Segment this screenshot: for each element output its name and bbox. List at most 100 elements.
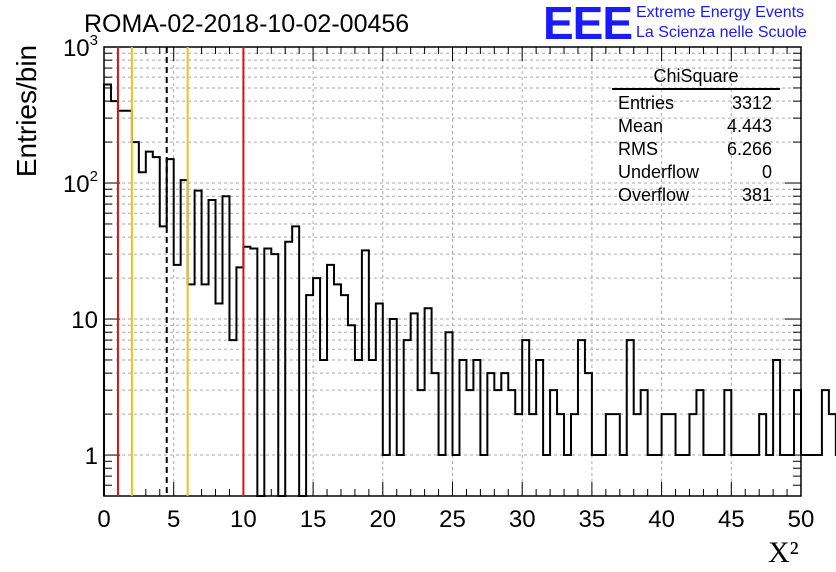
histogram-bin (202, 284, 209, 496)
histogram-bin (717, 455, 724, 496)
histogram-bin (459, 360, 466, 496)
stats-box-title: ChiSquare (612, 66, 780, 90)
histogram-bin (557, 414, 564, 496)
histogram-bin (808, 455, 815, 496)
x-tick-label: 40 (648, 506, 675, 533)
logo-line-2: La Scienza nelle Scuole (636, 24, 807, 41)
histogram-bin (683, 455, 690, 496)
histogram-bin (425, 308, 432, 496)
histogram-bin (118, 111, 125, 496)
histogram-bin (536, 360, 543, 496)
histogram-bin (174, 265, 181, 496)
y-axis-label: Entries/bin (11, 44, 42, 178)
eee-logo: EEE (543, 0, 633, 49)
y-tick-label: 102 (63, 168, 98, 198)
histogram-bin (787, 455, 794, 496)
stats-label: Mean (618, 116, 664, 136)
x-tick-label: 10 (230, 506, 257, 533)
histogram-bin (216, 304, 223, 496)
histogram-bin (243, 247, 250, 496)
histogram-bin (132, 142, 139, 496)
histogram-bin (815, 455, 822, 496)
histogram-bin (362, 250, 369, 496)
x-tick-label: 0 (97, 506, 110, 533)
stats-label: Overflow (618, 185, 690, 205)
histogram-bin (195, 191, 202, 496)
histogram-bin (724, 390, 731, 496)
histogram-bin (613, 414, 620, 496)
histogram-bin (606, 414, 613, 496)
histogram-bin (501, 373, 508, 496)
histogram-bin (550, 390, 557, 496)
histogram-bin (271, 254, 278, 496)
histogram-bin (822, 390, 829, 496)
y-tick-label: 10 (71, 307, 98, 334)
x-tick-label: 5 (167, 506, 180, 533)
histogram-bin (341, 295, 348, 496)
histogram-bin (794, 390, 801, 496)
histogram-bin (620, 455, 627, 496)
histogram-bin (655, 455, 662, 496)
histogram-bin (334, 284, 341, 496)
histogram-bin (188, 284, 195, 496)
histogram-bin (634, 414, 641, 496)
histogram-bin (473, 360, 480, 496)
histogram-bin (453, 455, 460, 496)
histogram-bin (801, 455, 808, 496)
histogram-bin (376, 304, 383, 496)
stats-row-mean: Mean 4.443 (612, 115, 780, 138)
histogram-bin (585, 373, 592, 496)
histogram-bin (153, 157, 160, 496)
histogram-bin (397, 455, 404, 496)
histogram-bin (104, 85, 111, 496)
histogram-bin (404, 340, 411, 496)
logo-text: Extreme Energy Events La Scienza nelle S… (636, 3, 807, 43)
histogram-bin (292, 226, 299, 496)
histogram-bin (222, 196, 229, 496)
histogram-bin (229, 340, 236, 496)
histogram-bin (313, 278, 320, 496)
histogram-bin (515, 414, 522, 496)
histogram-bin (466, 390, 473, 496)
histogram-bin (689, 414, 696, 496)
histogram-bin (439, 455, 446, 496)
x-tick-label: 35 (579, 506, 606, 533)
histogram-bin (494, 390, 501, 496)
x-tick-label: 50 (788, 506, 815, 533)
stats-row-rms: RMS 6.266 (612, 138, 780, 161)
histogram-bin (411, 313, 418, 496)
histogram-bin (669, 414, 676, 496)
histogram-bin (390, 319, 397, 496)
histogram-bin (480, 455, 487, 496)
histogram-bin (578, 340, 585, 496)
histogram-bin (139, 172, 146, 496)
histogram-bin (745, 455, 752, 496)
stats-value: 6.266 (726, 139, 772, 159)
histogram-bin (236, 267, 243, 496)
histogram-bin (383, 455, 390, 496)
histogram-bin (306, 295, 313, 496)
histogram-bin (320, 360, 327, 496)
histogram-bin (599, 455, 606, 496)
histogram-bin (731, 455, 738, 496)
stats-label: Underflow (618, 162, 700, 182)
histogram-bin (564, 455, 571, 496)
y-tick-label: 1 (85, 443, 98, 470)
histogram-bin (285, 242, 292, 496)
x-tick-label: 45 (718, 506, 745, 533)
histogram-bin (522, 340, 529, 496)
x-axis-label: X² (768, 536, 799, 569)
histogram-bin (160, 226, 167, 496)
histogram-bin (111, 101, 118, 496)
histogram-bin (369, 360, 376, 496)
stats-value: 381 (741, 185, 772, 205)
x-tick-label: 20 (369, 506, 396, 533)
histogram-bin (146, 152, 153, 496)
histogram-bin (710, 455, 717, 496)
histogram-bin (648, 455, 655, 496)
histogram-bin (641, 390, 648, 496)
histogram-bin (487, 373, 494, 496)
stats-value: 0 (761, 162, 772, 182)
histogram-bin (766, 455, 773, 496)
